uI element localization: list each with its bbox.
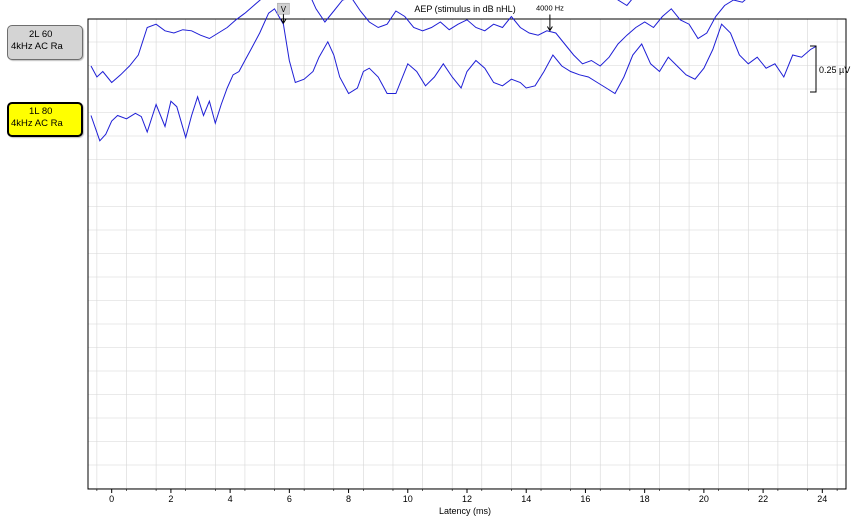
trace-label-1l-80[interactable]: 1L 80 4kHz AC Ra	[7, 102, 83, 137]
x-tick-label: 18	[640, 494, 650, 504]
x-tick-label: 8	[346, 494, 351, 504]
scale-bar-bracket	[810, 45, 817, 93]
chart-title: AEP (stimulus in dB nHL)	[414, 4, 515, 14]
trace-label-line2: 4kHz AC Ra	[11, 41, 63, 52]
x-tick-label: 4	[228, 494, 233, 504]
x-tick-label: 22	[758, 494, 768, 504]
x-tick-label: 24	[817, 494, 827, 504]
x-tick-label: 10	[403, 494, 413, 504]
x-axis: 0 2 4 6 8 10 12 14 16 18 20 22 24	[96, 489, 838, 504]
peak-arrowhead	[280, 18, 287, 25]
frequency-marker-arrowhead	[546, 26, 553, 32]
scale-bar-label: 0.25 µV	[819, 65, 850, 75]
trace-label-line1: 1L 80	[29, 106, 53, 117]
x-axis-label: Latency (ms)	[439, 506, 491, 516]
x-tick-label: 20	[699, 494, 709, 504]
x-tick-label: 2	[168, 494, 173, 504]
x-tick-label: 14	[521, 494, 531, 504]
trace-2l-60[interactable]	[90, 0, 819, 84]
x-tick-label: 6	[287, 494, 292, 504]
x-tick-label: 0	[109, 494, 114, 504]
x-tick-label: 12	[462, 494, 472, 504]
peak-marker-v[interactable]: V	[277, 2, 290, 25]
frequency-marker-label: 4000 Hz	[536, 4, 564, 13]
x-tick-label: 16	[580, 494, 590, 504]
grid	[88, 19, 846, 489]
trace-label-line1: 2L 60	[29, 29, 53, 40]
trace-label-line2: 4kHz AC Ra	[11, 118, 63, 129]
scale-bar: 0.25 µV	[810, 45, 850, 93]
traces: VV4000 HzVV	[90, 0, 819, 142]
frequency-marker[interactable]: 4000 Hz	[536, 4, 564, 32]
trace-1l-80[interactable]	[90, 8, 817, 142]
trace-label-2l-60[interactable]: 2L 60 4kHz AC Ra	[7, 25, 83, 60]
peak-label: V	[281, 5, 287, 14]
plot-frame	[87, 18, 847, 490]
